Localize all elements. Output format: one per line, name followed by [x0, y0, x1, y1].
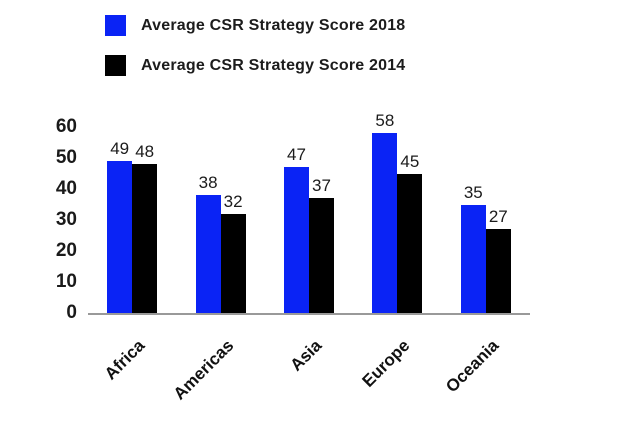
bar-series0-africa: [107, 161, 133, 313]
y-axis-tick-label: 10: [55, 271, 77, 292]
x-axis-line: [88, 313, 530, 315]
bar-series1-asia: [309, 198, 334, 313]
value-label-series0-asia: 47: [287, 145, 306, 165]
bar-series0-americas: [195, 195, 221, 313]
y-axis-tick-label: 50: [55, 147, 77, 168]
x-axis-label-europe: Europe: [358, 335, 414, 391]
x-axis-label-asia: Asia: [286, 335, 326, 375]
y-axis-tick-label: 0: [66, 302, 77, 323]
legend-item-2014: Average CSR Strategy Score 2014: [105, 55, 405, 76]
legend-item-2018: Average CSR Strategy Score 2018: [105, 15, 405, 36]
bar-series1-europe: [397, 173, 423, 313]
x-axis-label-americas: Americas: [169, 335, 237, 404]
bar-series0-asia: [284, 167, 309, 313]
value-label-series0-americas: 38: [198, 173, 218, 193]
bar-series1-africa: [132, 164, 158, 313]
legend-swatch-2018: [105, 15, 126, 36]
value-label-series1-oceania: 27: [488, 207, 508, 227]
value-label-series1-africa: 48: [135, 142, 155, 162]
bar-series1-americas: [220, 213, 246, 313]
x-axis-label-africa: Africa: [101, 335, 149, 384]
value-label-series0-oceania: 35: [463, 182, 483, 202]
value-label-series1-asia: 37: [312, 176, 331, 196]
value-label-series0-africa: 49: [110, 139, 130, 159]
bar-series1-oceania: [485, 229, 511, 313]
x-axis-label-oceania: Oceania: [441, 335, 503, 397]
bar-series0-oceania: [460, 204, 486, 313]
legend-label-2018: Average CSR Strategy Score 2018: [141, 16, 406, 34]
y-axis-tick-label: 20: [55, 240, 77, 261]
y-axis-tick-label: 60: [55, 116, 77, 137]
value-label-series1-americas: 32: [223, 191, 243, 211]
value-label-series0-europe: 58: [375, 111, 395, 131]
legend-swatch-2014: [105, 55, 126, 76]
value-label-series1-europe: 45: [400, 151, 420, 171]
y-axis-tick-label: 30: [55, 209, 77, 230]
bar-series0-europe: [372, 133, 398, 313]
legend-label-2014: Average CSR Strategy Score 2014: [141, 56, 406, 74]
y-axis-tick-label: 40: [55, 178, 77, 199]
